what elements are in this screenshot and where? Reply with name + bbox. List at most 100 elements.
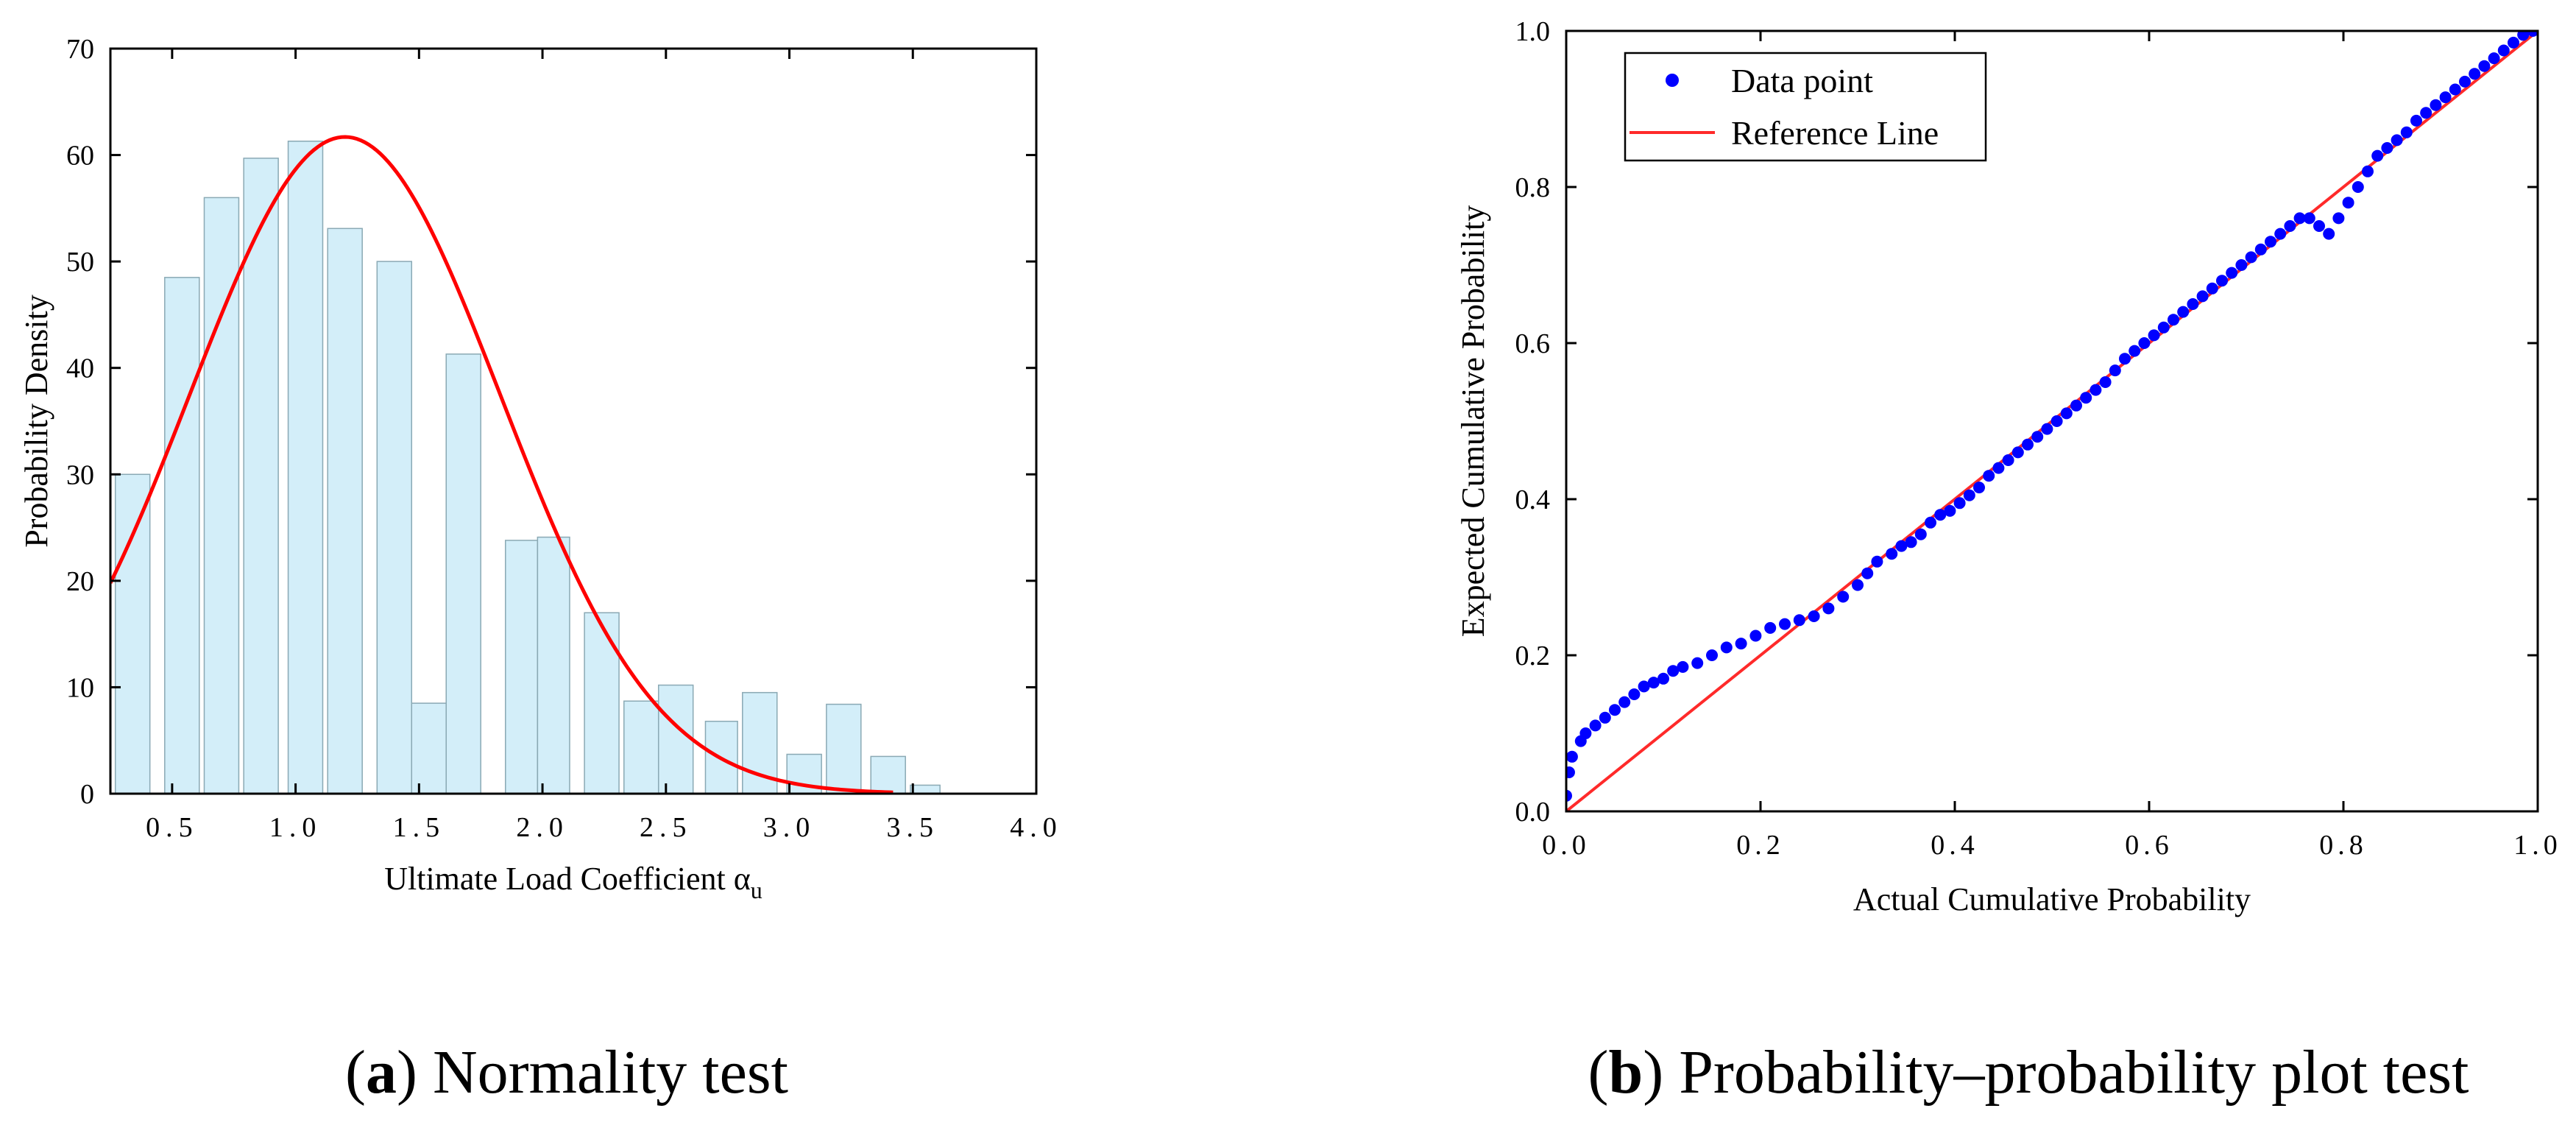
data-point	[2109, 364, 2121, 377]
fitted-normal-curve	[110, 135, 894, 794]
data-point	[2011, 446, 2024, 459]
data-point	[1973, 482, 1985, 494]
y-tick-label: 60	[66, 141, 94, 172]
x-tick-label: 0.4	[1931, 830, 1979, 861]
y-tick-label: 0.0	[1515, 797, 1551, 828]
y-tick-label: 20	[66, 566, 94, 597]
x-tick-label: 0.0	[1542, 830, 1590, 861]
data-point	[1589, 719, 1602, 732]
histogram-bar	[657, 684, 694, 794]
data-point	[1618, 696, 1631, 708]
data-point	[2391, 134, 2403, 147]
panel-b-caption: (b) Probability–probability plot test	[1588, 1038, 2469, 1107]
data-point	[2352, 181, 2364, 193]
data-point	[2206, 282, 2218, 295]
y-tick-label: 10	[66, 672, 94, 703]
data-point	[2497, 44, 2510, 57]
data-point	[1579, 727, 1592, 739]
data-point	[1861, 567, 1874, 579]
panel-a-histogram: 0.5 1.0 1.5 2.0 2.5 3.0 3.5 4.0 0 10 20 30 40 50 60 70…	[18, 34, 1063, 1107]
panel-a-x-axis-title: Ultimate Load Coefficient αu	[384, 861, 762, 903]
panel-a-caption: (a) Normality test	[345, 1038, 788, 1107]
data-point	[2168, 314, 2179, 326]
x-tick-label: 1.0	[2513, 830, 2562, 861]
data-point	[1895, 540, 1908, 552]
data-point	[2022, 438, 2034, 451]
panel-b-y-axis-title: Expected Cumulative Probability	[1455, 205, 1491, 638]
data-point	[1677, 660, 1689, 673]
data-point	[2080, 392, 2092, 404]
panel-a-y-axis-title: Probability Density	[18, 295, 54, 547]
data-point	[2226, 267, 2238, 279]
data-point	[2323, 228, 2335, 240]
data-point	[2420, 107, 2432, 119]
data-point	[1837, 590, 1850, 603]
data-point	[1667, 665, 1680, 677]
data-point	[1983, 470, 1995, 482]
y-tick-label: 50	[66, 247, 94, 278]
legend-label-data-point: Data point	[1731, 62, 1873, 99]
data-point	[1764, 621, 1777, 634]
x-tick-label: 2.5	[640, 812, 693, 843]
data-point	[2459, 75, 2471, 88]
x-tick-label: 0.2	[1736, 830, 1785, 861]
histogram-bar	[870, 755, 906, 794]
data-point	[2478, 60, 2491, 72]
data-point	[1657, 672, 1669, 685]
data-point	[2508, 36, 2519, 49]
data-point	[2129, 345, 2141, 357]
x-tick-label: 1.0	[269, 812, 322, 843]
data-point	[2216, 275, 2228, 287]
y-tick-label: 0	[80, 779, 94, 810]
data-point	[1779, 618, 1791, 630]
data-point	[2119, 353, 2131, 365]
data-point	[2041, 423, 2053, 435]
data-point	[2449, 83, 2461, 96]
y-tick-label: 0.6	[1515, 328, 1551, 359]
legend-box	[1624, 52, 1987, 162]
data-point	[1647, 677, 1660, 689]
histogram-bar	[910, 784, 941, 794]
data-point	[1638, 680, 1650, 693]
data-point	[2031, 431, 2044, 443]
panel-a-x-ticks: 0.5 1.0 1.5 2.0 2.5 3.0 3.5 4.0	[146, 49, 1063, 843]
data-point	[2313, 220, 2325, 232]
data-point	[2090, 384, 2102, 396]
data-point	[1852, 579, 1864, 591]
x-tick-label: 0.6	[2125, 830, 2173, 861]
panel-b-x-ticks: 0.0 0.2 0.4 0.6 0.8 1.0	[1542, 31, 2562, 861]
histogram-bar	[584, 612, 620, 794]
data-point	[1934, 509, 1947, 521]
x-tick-label: 4.0	[1010, 812, 1063, 843]
data-point	[2060, 407, 2073, 420]
data-point	[1925, 516, 1936, 529]
panel-a-plot-frame	[109, 47, 1038, 795]
data-point	[1905, 536, 1917, 549]
x-tick-label: 2.0	[516, 812, 569, 843]
data-point	[1808, 610, 1820, 622]
y-tick-label: 0.4	[1515, 484, 1551, 515]
data-point	[2303, 212, 2315, 225]
y-tick-label: 40	[66, 353, 94, 384]
data-point	[2400, 126, 2413, 138]
data-point	[2488, 52, 2500, 65]
legend-marker-dot	[1666, 74, 1679, 87]
y-tick-label: 0.2	[1515, 641, 1551, 671]
data-point	[2284, 220, 2296, 232]
data-point	[2527, 31, 2538, 37]
histogram-bar	[411, 702, 447, 794]
data-point	[2148, 329, 2160, 342]
data-point	[1609, 704, 1621, 716]
data-point	[2342, 197, 2354, 209]
data-point	[2274, 228, 2287, 240]
data-point	[2099, 376, 2112, 388]
x-tick-label: 0.5	[146, 812, 199, 843]
data-point	[2138, 337, 2151, 349]
data-point	[1566, 750, 1578, 763]
data-point	[2439, 91, 2452, 104]
data-point	[2430, 99, 2442, 111]
data-point	[1914, 528, 1927, 540]
data-points	[1566, 31, 2538, 802]
